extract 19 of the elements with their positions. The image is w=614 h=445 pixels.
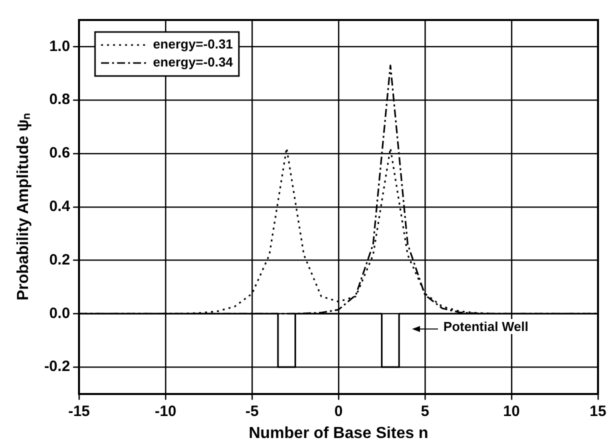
y-tick-label: 0.4 xyxy=(49,198,71,216)
y-tick-label: -0.2 xyxy=(44,358,70,376)
x-tick-label: 0 xyxy=(334,402,343,420)
y-tick-label: 0.8 xyxy=(49,91,70,108)
legend-label: energy=-0.34 xyxy=(153,54,234,70)
y-tick-label: 0.0 xyxy=(49,304,70,322)
legend-label: energy=-0.31 xyxy=(153,36,233,52)
x-tick-label: -10 xyxy=(154,402,176,420)
x-axis-title: Number of Base Sites n xyxy=(248,424,428,442)
y-tick-label: 0.6 xyxy=(49,144,70,162)
annotation: Potential Well xyxy=(442,318,530,334)
y-tick-label: 0.2 xyxy=(49,251,70,268)
x-tick-label: 15 xyxy=(590,402,606,420)
y-axis-title: Probability Amplitude ψₙ xyxy=(15,113,32,301)
x-tick-label: 10 xyxy=(503,402,520,420)
x-tick-label: 5 xyxy=(420,402,430,420)
y-tick-label: 1.0 xyxy=(49,38,70,55)
x-tick-label: -15 xyxy=(68,402,90,420)
x-tick-label: -5 xyxy=(245,402,259,420)
